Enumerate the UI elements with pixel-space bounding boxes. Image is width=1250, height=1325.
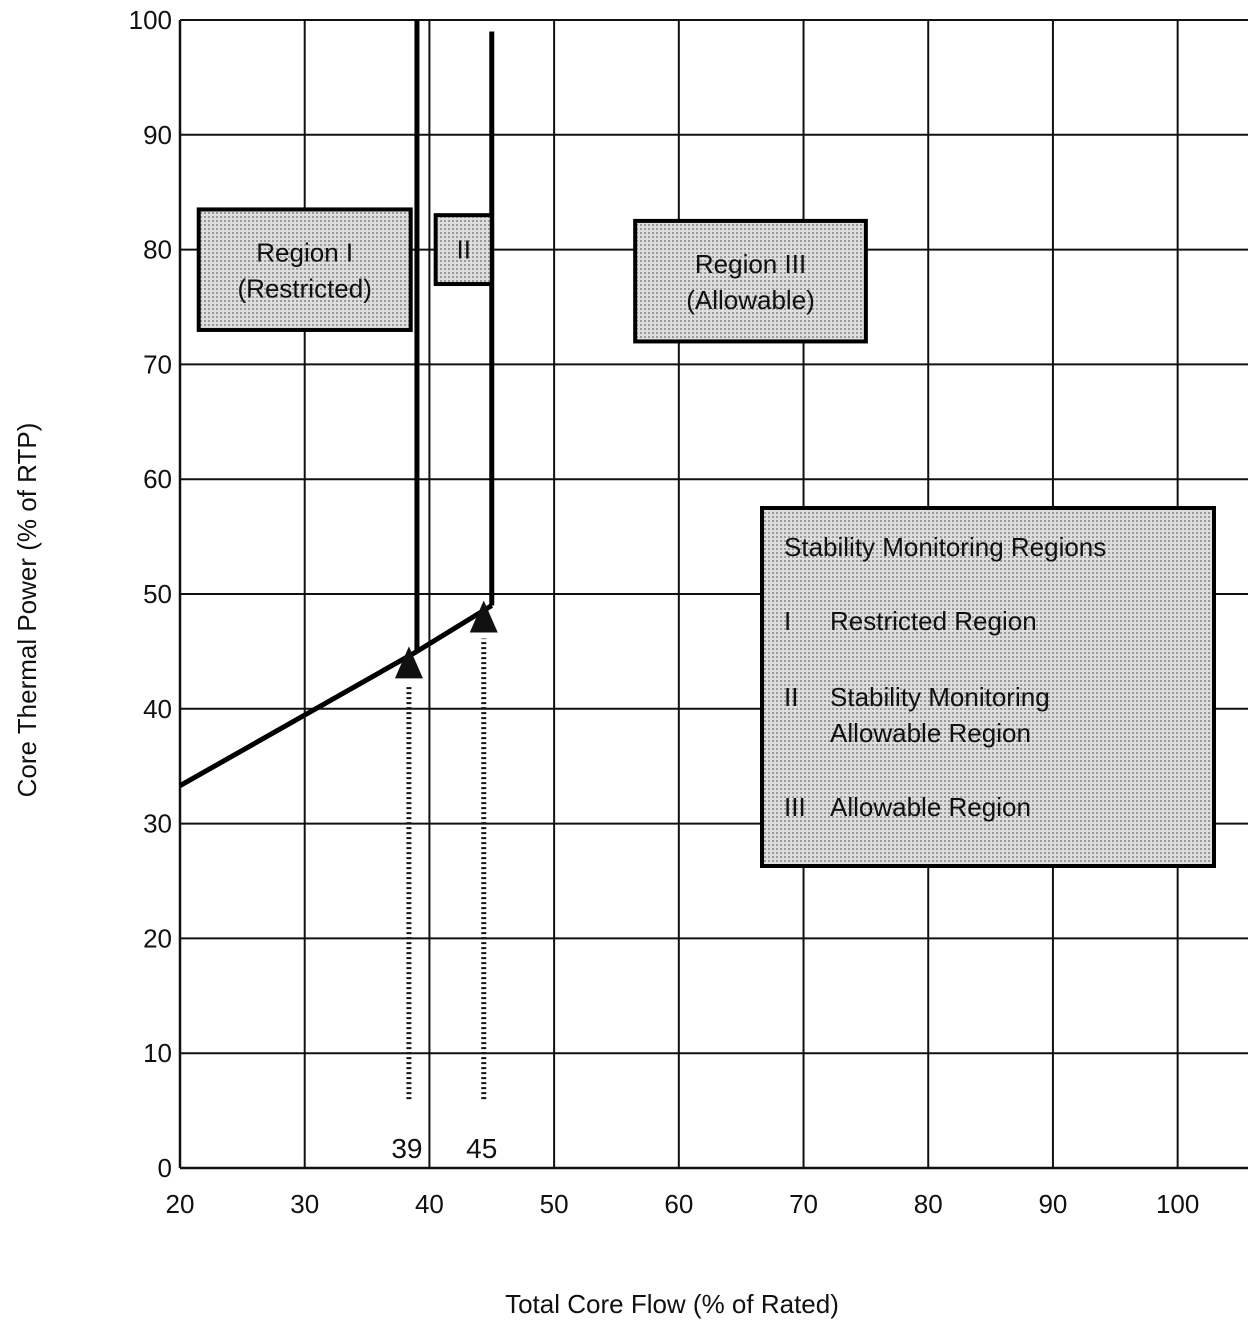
y-tick-label: 40 (143, 694, 172, 724)
region-label-line: II (456, 235, 470, 265)
legend-frame (760, 506, 1216, 868)
region-box-frame (196, 207, 413, 332)
x-tick-label: 80 (914, 1189, 943, 1219)
y-tick-label: 90 (143, 120, 172, 150)
region-labels: Region I (Restricted) II Region III (Allowab… (196, 207, 868, 344)
region-label-line: (Restricted) (238, 274, 372, 304)
legend-entry-text: Allowable Region (830, 792, 1031, 822)
x-tick-label: 30 (290, 1189, 319, 1219)
x-axis-title: Total Core Flow (% of Rated) (505, 1289, 839, 1319)
x-tick-label: 60 (664, 1189, 693, 1219)
legend-entry-code: I (784, 606, 791, 636)
x-tick-label: 50 (540, 1189, 569, 1219)
y-tick-label: 70 (143, 349, 172, 379)
region-label-line: Region III (695, 249, 806, 279)
region-box-frame (633, 218, 868, 344)
tick-labels: 20 30 40 50 60 70 80 90 100 0 10 20 30 40 50 60 70 80 90 10… (129, 5, 1200, 1219)
y-tick-label: 10 (143, 1038, 172, 1068)
y-tick-label: 100 (129, 5, 172, 35)
legend-entry-text: Stability Monitoring (830, 682, 1050, 712)
region-box-frame (433, 213, 494, 287)
region-box: II (433, 213, 494, 287)
x-tick-label: 90 (1038, 1189, 1067, 1219)
y-tick-label: 0 (158, 1153, 172, 1183)
region-box: Region III (Allowable) (633, 218, 868, 344)
y-tick-label: 60 (143, 464, 172, 494)
region-box: Region I (Restricted) (196, 207, 413, 332)
region-label-line: Region I (256, 238, 353, 268)
legend-entry-code: II (784, 682, 798, 712)
flow-marker-label: 39 (391, 1133, 422, 1164)
x-tick-label: 40 (415, 1189, 444, 1219)
y-tick-label: 20 (143, 923, 172, 953)
region-label-line: (Allowable) (686, 285, 815, 315)
x-tick-label: 100 (1156, 1189, 1199, 1219)
x-tick-label: 70 (789, 1189, 818, 1219)
flow-marker-label: 45 (466, 1133, 497, 1164)
y-tick-label: 50 (143, 579, 172, 609)
legend: Stability Monitoring Regions I Restricted … (760, 506, 1216, 868)
y-tick-label: 80 (143, 235, 172, 265)
y-tick-label: 30 (143, 809, 172, 839)
legend-entry-text: Restricted Region (830, 606, 1037, 636)
flow-marker-arrow (469, 600, 498, 633)
legend-entry-code: III (784, 792, 806, 822)
flow-markers: 39 45 (391, 600, 498, 1164)
legend-entry-text: Allowable Region (830, 718, 1031, 748)
y-axis-title: Core Thermal Power (% of RTP) (12, 423, 42, 798)
legend-title: Stability Monitoring Regions (784, 532, 1106, 562)
boundary-line (178, 649, 419, 788)
flow-marker-arrow (394, 646, 423, 679)
x-tick-label: 20 (166, 1189, 195, 1219)
